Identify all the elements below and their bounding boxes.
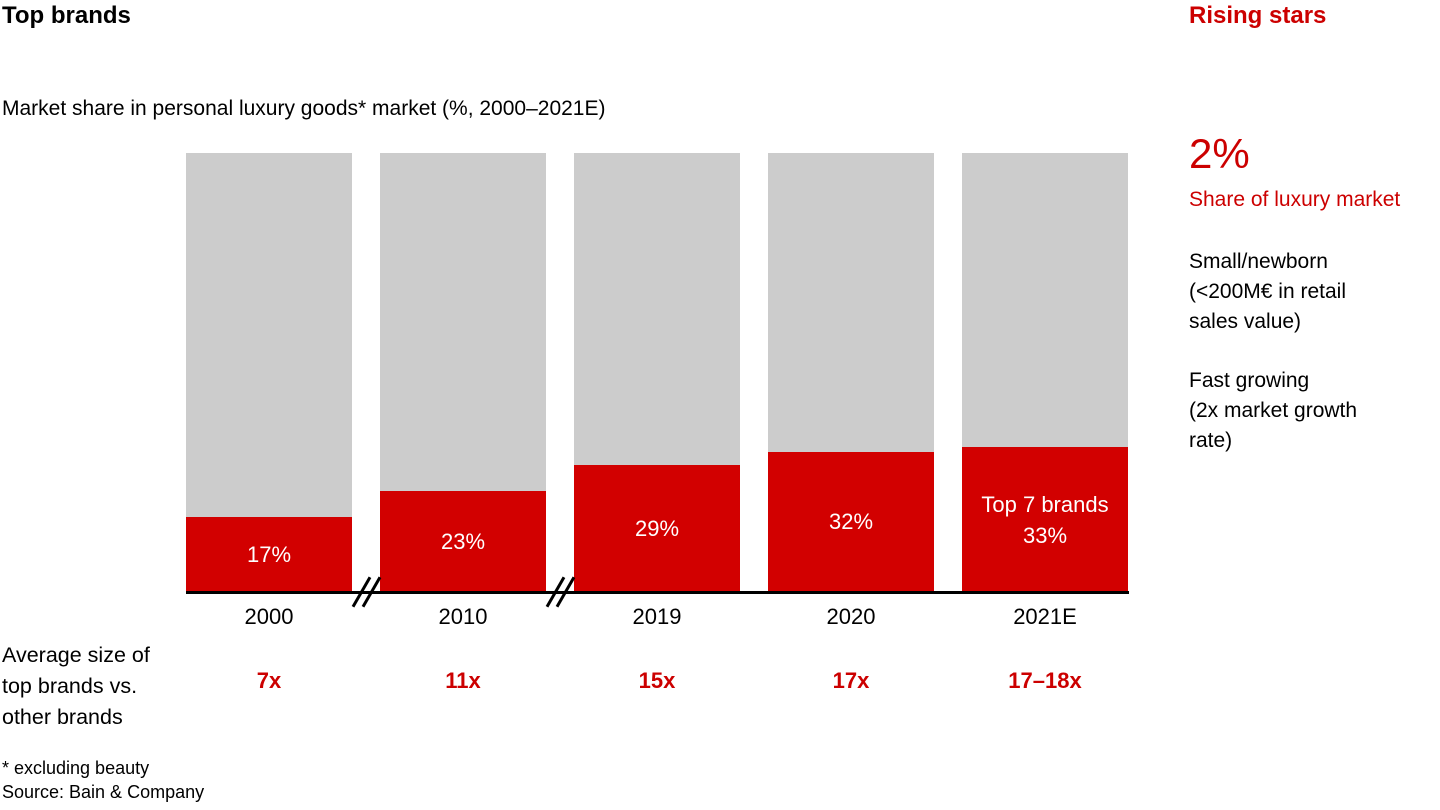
bar-segment-top-brands: 32% (768, 451, 934, 592)
bar-segment-top-brands: Top 7 brands 33% (962, 447, 1128, 592)
rising-stars-point-fast-growing: Fast growing (2x market growth rate) (1189, 369, 1358, 452)
bar-value-label: Top 7 brands 33% (981, 491, 1109, 548)
avg-size-row-label: Average size of top brands vs. other bra… (2, 643, 150, 729)
bar-segment-top-brands: 29% (574, 464, 740, 592)
bar-segment-other-brands (962, 153, 1128, 448)
bar-value-label: 32% (828, 509, 874, 535)
bar-value-label: 29% (634, 515, 680, 541)
bar-segment-top-brands: 23% (380, 491, 546, 592)
bar-group-2020: 32% (768, 153, 934, 592)
stacked-bar-chart: 17% 23% 29% 32% Top 7 brands 33% (186, 153, 1128, 592)
rising-stars-point-small-newborn: Small/newborn (<200M€ in retail sales va… (1189, 250, 1346, 333)
footnote-excluding-beauty: * excluding beauty (2, 758, 150, 778)
x-axis-label-2000: 2000 (244, 604, 294, 629)
bar-group-2010: 23% (380, 153, 546, 592)
avg-size-value-2019: 15x (638, 668, 676, 693)
bar-segment-top-brands: 17% (186, 517, 352, 592)
bar-segment-other-brands (186, 153, 352, 518)
x-axis-label-2021E: 2021E (1013, 604, 1077, 629)
bar-segment-other-brands (768, 153, 934, 452)
axis-break-icon (545, 575, 576, 609)
page-title: Top brands (2, 2, 131, 29)
x-axis-line (186, 576, 1129, 608)
bar-group-2019: 29% (574, 153, 740, 592)
axis-break-icon (351, 575, 382, 609)
rising-stars-title: Rising stars (1189, 2, 1327, 29)
bar-value-label: 23% (440, 529, 486, 554)
rising-stars-stat: 2% (1189, 130, 1250, 177)
bar-group-2000: 17% (186, 153, 352, 592)
x-axis-label-2019: 2019 (632, 604, 682, 629)
bar-segment-other-brands (574, 153, 740, 465)
avg-size-value-2021E: 17–18x (1008, 668, 1082, 693)
bar-value-label: 17% (246, 542, 292, 568)
bar-segment-other-brands (380, 153, 546, 492)
bar-group-2021E: Top 7 brands 33% (962, 153, 1128, 592)
x-axis-label-2010: 2010 (438, 604, 488, 629)
rising-stars-stat-label: Share of luxury market (1189, 188, 1401, 211)
x-axis-label-2020: 2020 (826, 604, 876, 629)
avg-size-value-2020: 17x (832, 668, 870, 693)
footnote-source: Source: Bain & Company (2, 782, 205, 802)
avg-size-value-2010: 11x (445, 668, 481, 693)
chart-title: Market share in personal luxury goods* m… (2, 97, 606, 120)
avg-size-value-2000: 7x (256, 668, 282, 693)
